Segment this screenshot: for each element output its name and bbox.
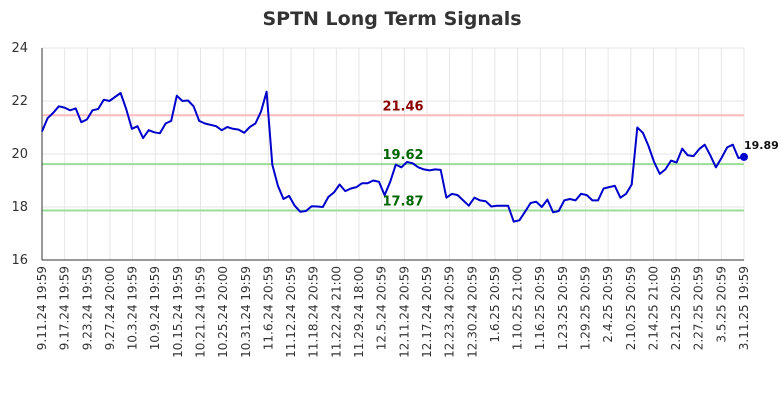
x-tick-label: 11.29.24 18:00 <box>352 266 366 358</box>
x-tick-label: 11.12.24 20:59 <box>284 266 298 358</box>
x-tick-label: 2.21.25 20:59 <box>669 266 683 350</box>
y-tick-label: 16 <box>11 253 28 268</box>
x-tick-label: 1.16.25 20:59 <box>533 266 547 350</box>
x-tick-label: 11.6.24 20:59 <box>261 266 275 350</box>
signal-level-labels: 21.46 19.62 17.87 <box>382 99 423 209</box>
x-tick-label: 10.25.24 20:00 <box>216 266 230 358</box>
x-axis-ticks: 9.11.24 19:59 9.17.24 19:59 9.23.24 19:59 9… <box>35 266 751 358</box>
x-tick-label: 10.9.24 19:59 <box>148 266 162 350</box>
x-tick-label: 1.23.25 20:59 <box>556 266 570 350</box>
x-tick-label: 10.21.24 19:59 <box>194 266 208 358</box>
x-tick-label: 1.6.25 20:59 <box>488 266 502 343</box>
x-tick-label: 1.29.25 20:59 <box>578 266 592 350</box>
x-tick-label: 2.27.25 20:59 <box>692 266 706 350</box>
x-tick-label: 12.17.24 20:59 <box>420 266 434 358</box>
x-tick-label: 9.11.24 19:59 <box>35 266 49 350</box>
signal-level-label: 19.62 <box>382 148 423 163</box>
x-tick-label: 12.30.24 20:59 <box>465 266 479 358</box>
x-tick-label: 12.23.24 20:59 <box>443 266 457 358</box>
signal-level-label: 21.46 <box>382 99 423 114</box>
axes <box>41 48 744 261</box>
price-line <box>41 90 745 223</box>
x-tick-label: 11.18.24 20:59 <box>307 266 321 358</box>
x-tick-label: 10.31.24 19:59 <box>239 266 253 358</box>
y-tick-label: 18 <box>11 200 28 215</box>
x-tick-label: 9.17.24 19:59 <box>58 266 72 350</box>
x-tick-label: 3.5.25 20:59 <box>714 266 728 343</box>
y-tick-label: 20 <box>11 147 28 162</box>
x-tick-label: 12.11.24 20:59 <box>397 266 411 358</box>
last-value-marker <box>740 152 748 161</box>
last-value-label: 19.89 <box>744 139 779 152</box>
series-group: 19.89 <box>41 90 779 223</box>
x-tick-label: 9.27.24 20:00 <box>103 266 117 350</box>
x-tick-label: 2.4.25 20:59 <box>601 266 615 343</box>
x-tick-label: 3.11.25 19:59 <box>737 266 751 350</box>
y-axis-ticks: 16 18 20 22 24 <box>11 41 28 268</box>
chart-title: SPTN Long Term Signals <box>262 8 521 30</box>
grid <box>41 47 745 261</box>
x-tick-label: 2.10.25 20:59 <box>624 266 638 350</box>
x-tick-label: 2.14.25 21:00 <box>646 266 660 350</box>
signal-level-label: 17.87 <box>382 194 423 209</box>
y-tick-label: 22 <box>11 94 28 109</box>
signal-levels <box>42 114 744 212</box>
x-tick-label: 11.22.24 21:00 <box>329 266 343 358</box>
y-tick-label: 24 <box>11 41 28 56</box>
x-tick-label: 9.23.24 19:59 <box>80 266 94 350</box>
x-tick-label: 10.3.24 19:59 <box>126 266 140 350</box>
x-tick-label: 1.10.25 21:00 <box>511 266 525 350</box>
x-tick-label: 10.15.24 19:59 <box>171 266 185 358</box>
x-tick-label: 12.5.24 20:59 <box>375 266 389 350</box>
